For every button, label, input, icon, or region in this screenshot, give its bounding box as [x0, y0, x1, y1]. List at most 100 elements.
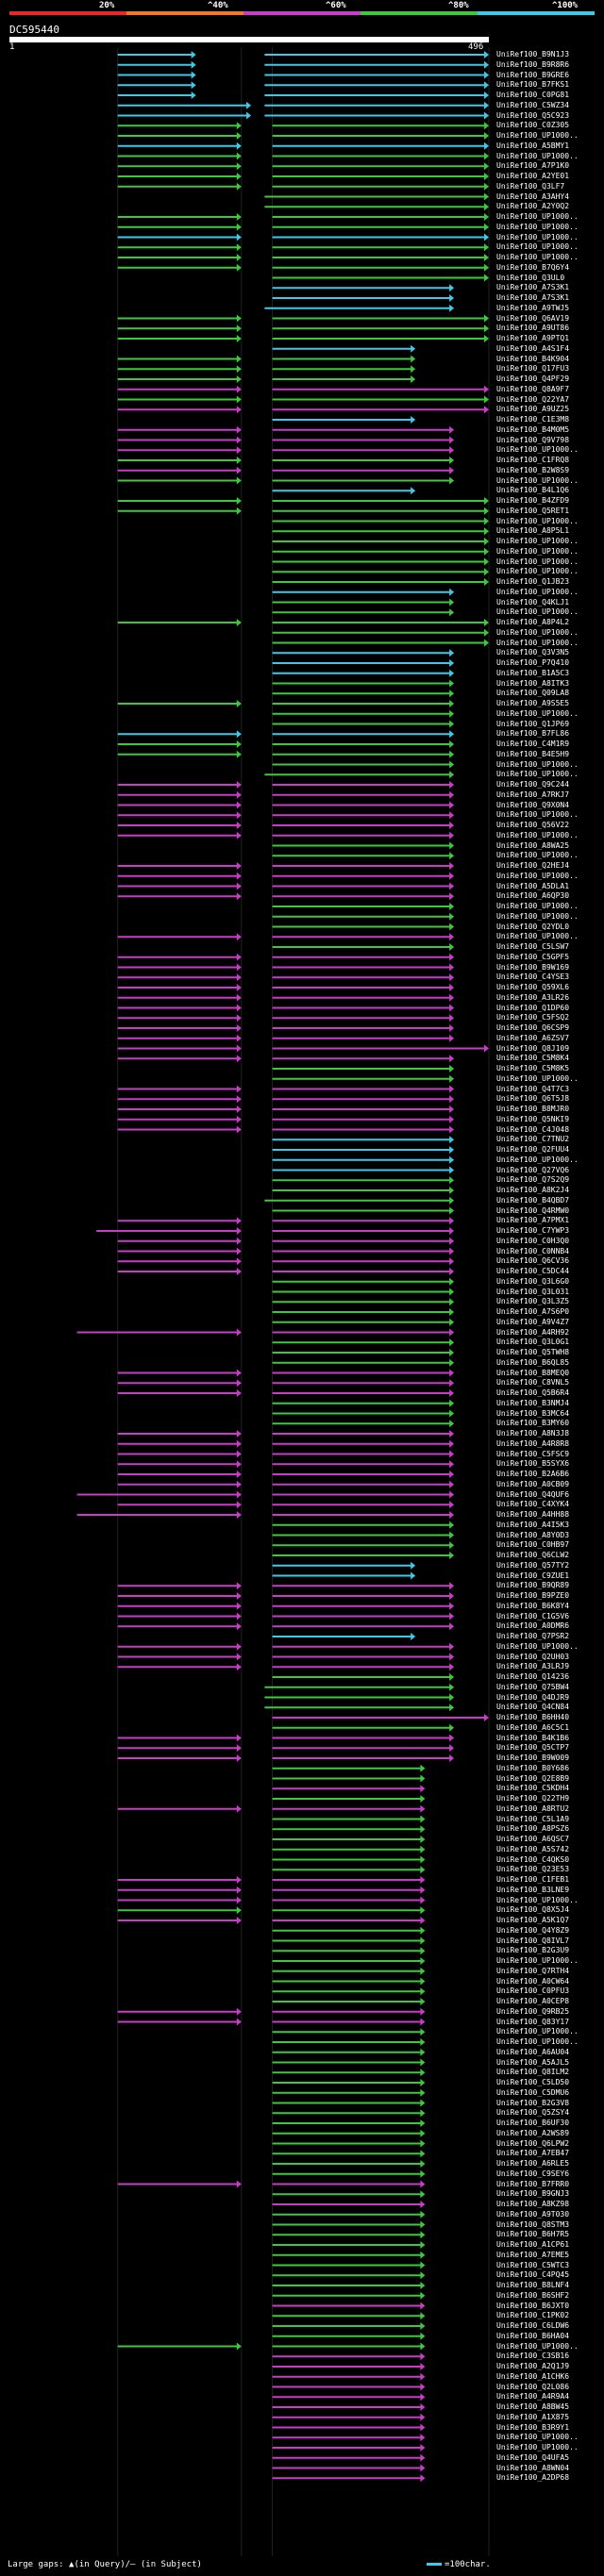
hit-label[interactable]: UniRef100_Q5B6R4 [496, 1388, 570, 1397]
hit-label[interactable]: UniRef100_Q2YDL0 [496, 922, 570, 931]
hit-label[interactable]: UniRef100_B1A5C3 [496, 668, 570, 677]
hit-label[interactable]: UniRef100_A4S1F4 [496, 343, 570, 353]
hit-label[interactable]: UniRef100_UP1000.. [496, 830, 579, 839]
hit-label[interactable]: UniRef100_Q8IVL7 [496, 1936, 570, 1945]
hit-label[interactable]: UniRef100_A5BMY1 [496, 141, 570, 150]
hit-label[interactable]: UniRef100_B7FL86 [496, 729, 570, 739]
hit-label[interactable]: UniRef100_C5L1A9 [496, 1814, 570, 1823]
hit-label[interactable]: UniRef100_UP1000.. [496, 2341, 579, 2351]
hit-label[interactable]: UniRef100_Q7RTH4 [496, 1966, 570, 1975]
hit-label[interactable]: UniRef100_A3AHY4 [496, 191, 570, 201]
hit-label[interactable]: UniRef100_UP1000.. [496, 1073, 579, 1083]
hit-label[interactable]: UniRef100_A7EB47 [496, 2149, 570, 2158]
hit-label[interactable]: UniRef100_A5K1Q7 [496, 1916, 570, 1924]
hit-label[interactable]: UniRef100_C9ZUE1 [496, 1571, 570, 1580]
hit-label[interactable]: UniRef100_C7YWP3 [496, 1226, 570, 1235]
hit-label[interactable]: UniRef100_A2Q1J9 [496, 2362, 570, 2370]
hit-label[interactable]: UniRef100_Q2FUU4 [496, 1145, 570, 1154]
hit-label[interactable]: UniRef100_UP1000.. [496, 770, 579, 779]
hit-label[interactable]: UniRef100_B2W8S9 [496, 465, 570, 474]
hit-label[interactable]: UniRef100_C5FSC9 [496, 1449, 570, 1458]
hit-label[interactable]: UniRef100_A9PTQ1 [496, 334, 570, 342]
hit-label[interactable]: UniRef100_B3LNE9 [496, 1885, 570, 1894]
hit-label[interactable]: UniRef100_B9N1J3 [496, 50, 570, 58]
hit-label[interactable]: UniRef100_A7S6P0 [496, 1307, 570, 1316]
hit-label[interactable]: UniRef100_UP1000.. [496, 871, 579, 880]
hit-label[interactable]: UniRef100_Q3UL0 [496, 273, 565, 282]
hit-label[interactable]: UniRef100_B6SHF2 [496, 2290, 570, 2300]
hit-label[interactable]: UniRef100_C5LD50 [496, 2078, 570, 2086]
hit-label[interactable]: UniRef100_C1E3M8 [496, 415, 570, 424]
hit-label[interactable]: UniRef100_Q4KLJ1 [496, 597, 570, 607]
hit-label[interactable]: UniRef100_UP1000.. [496, 537, 579, 545]
hit-label[interactable]: UniRef100_B6HH40 [496, 1713, 570, 1721]
hit-label[interactable]: UniRef100_A1CHK6 [496, 2371, 570, 2381]
hit-label[interactable]: UniRef100_C8VNL5 [496, 1378, 570, 1388]
hit-label[interactable]: UniRef100_Q4QUF6 [496, 1489, 570, 1499]
hit-label[interactable]: UniRef100_C4XYK4 [496, 1500, 570, 1509]
hit-label[interactable]: UniRef100_B7FKS1 [496, 80, 570, 90]
hit-label[interactable]: UniRef100_C4J048 [496, 1124, 570, 1134]
hit-label[interactable]: UniRef100_A2WS89 [496, 2128, 570, 2137]
hit-label[interactable]: UniRef100_A1CP61 [496, 2240, 570, 2249]
hit-label[interactable]: UniRef100_Q6T5J8 [496, 1094, 570, 1104]
hit-label[interactable]: UniRef100_UP1000.. [496, 1956, 579, 1965]
hit-label[interactable]: UniRef100_Q9RB25 [496, 2006, 570, 2016]
hit-label[interactable]: UniRef100_Q4PF29 [496, 374, 570, 383]
hit-label[interactable]: UniRef100_A6RLE5 [496, 2159, 570, 2168]
hit-label[interactable]: UniRef100_A9TWJ5 [496, 303, 570, 312]
hit-label[interactable]: UniRef100_Q4T7C3 [496, 1084, 570, 1093]
hit-label[interactable]: UniRef100_B0Y686 [496, 1763, 570, 1772]
hit-label[interactable]: UniRef100_UP1000.. [496, 567, 579, 576]
hit-label[interactable]: UniRef100_C5DMU6 [496, 2087, 570, 2097]
hit-label[interactable]: UniRef100_A8ITK3 [496, 678, 570, 688]
hit-label[interactable]: UniRef100_A7PMX1 [496, 1216, 570, 1225]
hit-label[interactable]: UniRef100_B6JXT0 [496, 2301, 570, 2310]
hit-label[interactable]: UniRef100_UP1000.. [496, 516, 579, 525]
hit-label[interactable]: UniRef100_C0NNB4 [496, 1246, 570, 1255]
hit-label[interactable]: UniRef100_A9S5E5 [496, 699, 570, 707]
hit-label[interactable]: UniRef100_A8PSZ6 [496, 1824, 570, 1834]
hit-label[interactable]: UniRef100_UP1000.. [496, 2433, 579, 2442]
hit-label[interactable]: UniRef100_A4R9A4 [496, 2392, 570, 2401]
hit-label[interactable]: UniRef100_A7EME5 [496, 2250, 570, 2259]
hit-label[interactable]: UniRef100_C5GPF5 [496, 952, 570, 961]
hit-label[interactable]: UniRef100_B4L1Q6 [496, 486, 570, 495]
hit-label[interactable]: UniRef100_B3MY60 [496, 1419, 570, 1428]
hit-label[interactable]: UniRef100_UP1000.. [496, 851, 579, 860]
hit-label[interactable]: UniRef100_Q4CN84 [496, 1703, 570, 1712]
hit-label[interactable]: UniRef100_C3SB16 [496, 2352, 570, 2361]
hit-label[interactable]: UniRef100_Q5RET1 [496, 506, 570, 515]
hit-label[interactable]: UniRef100_A8P5L1 [496, 526, 570, 536]
hit-label[interactable]: UniRef100_Q23E53 [496, 1865, 570, 1874]
hit-label[interactable]: UniRef100_UP1000.. [496, 131, 579, 140]
hit-label[interactable]: UniRef100_UP1000.. [496, 638, 579, 647]
hit-label[interactable]: UniRef100_A6ZSV7 [496, 1033, 570, 1042]
hit-label[interactable]: UniRef100_Q1DP60 [496, 1003, 570, 1012]
hit-label[interactable]: UniRef100_UP1000.. [496, 475, 579, 485]
hit-label[interactable]: UniRef100_Q5CTP7 [496, 1743, 570, 1753]
hit-label[interactable]: UniRef100_C0PFU3 [496, 1986, 570, 1996]
hit-label[interactable]: UniRef100_B2G3U9 [496, 1946, 570, 1955]
hit-label[interactable]: UniRef100_A0CEP8 [496, 1997, 570, 2005]
hit-label[interactable]: UniRef100_C9SEY6 [496, 2169, 570, 2178]
hit-label[interactable]: UniRef100_A7S3K1 [496, 283, 570, 292]
hit-label[interactable]: UniRef100_B9W009 [496, 1753, 570, 1762]
hit-label[interactable]: UniRef100_B7Q6Y4 [496, 262, 570, 272]
hit-label[interactable]: UniRef100_Q2E8B9 [496, 1773, 570, 1783]
hit-label[interactable]: UniRef100_UP1000.. [496, 1895, 579, 1904]
hit-label[interactable]: UniRef100_B8LNF4 [496, 2281, 570, 2289]
hit-label[interactable]: UniRef100_UP1000.. [496, 546, 579, 556]
hit-label[interactable]: UniRef100_UP1000.. [496, 222, 579, 231]
hit-label[interactable]: UniRef100_A8WA25 [496, 840, 570, 850]
hit-label[interactable]: UniRef100_B5SYX6 [496, 1459, 570, 1469]
hit-label[interactable]: UniRef100_A9V4Z7 [496, 1317, 570, 1326]
hit-label[interactable]: UniRef100_UP1000.. [496, 2443, 579, 2451]
hit-label[interactable]: UniRef100_Q5NKI9 [496, 1114, 570, 1123]
hit-label[interactable]: UniRef100_Q3L0G1 [496, 1338, 570, 1347]
hit-label[interactable]: UniRef100_Q4RMW0 [496, 1205, 570, 1215]
hit-label[interactable]: UniRef100_P7Q410 [496, 658, 570, 667]
hit-label[interactable]: UniRef100_C5KDH4 [496, 1784, 570, 1793]
hit-label[interactable]: UniRef100_B9R8R6 [496, 59, 570, 69]
hit-label[interactable]: UniRef100_Q57TY2 [496, 1560, 570, 1570]
